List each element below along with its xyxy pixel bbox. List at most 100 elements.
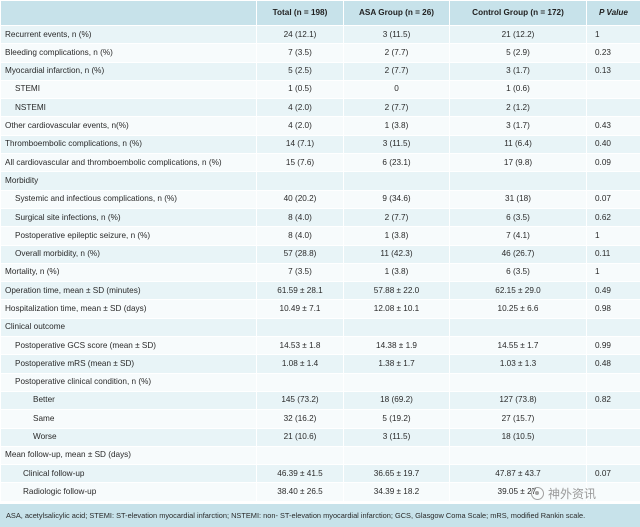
cell-total — [256, 445, 344, 466]
table-row: Morbidity — [0, 171, 640, 191]
results-table: Total (n = 198) ASA Group (n = 26) Contr… — [0, 0, 640, 502]
cell-asa-group: 0 — [343, 79, 450, 100]
cell-p-value: 0.48 — [586, 354, 640, 374]
cell-p-value — [586, 372, 640, 392]
row-label: Overall morbidity, n (%) — [0, 244, 257, 264]
cell-total: 8 (4.0) — [256, 226, 344, 246]
cell-control-group: 2 (1.2) — [449, 98, 587, 118]
cell-total: 32 (16.2) — [256, 409, 344, 429]
cell-control-group: 46 (26.7) — [449, 244, 587, 264]
cell-p-value: 1 — [586, 262, 640, 283]
header-p-value: P Value — [586, 0, 640, 26]
table-row: Overall morbidity, n (%) 57 (28.8) 11 (42.… — [0, 244, 640, 264]
cell-total — [256, 372, 344, 392]
cell-p-value — [586, 98, 640, 118]
cell-p-value — [586, 409, 640, 429]
row-label: Myocardial infarction, n (%) — [0, 61, 257, 81]
table-row: Thromboembolic complications, n (%) 14 (7… — [0, 134, 640, 155]
cell-total — [256, 317, 344, 338]
cell-control-group: 3 (1.7) — [449, 61, 587, 81]
table-row: STEMI 1 (0.5) 0 1 (0.6) — [0, 79, 640, 100]
table-row: Better 145 (73.2) 18 (69.2) 127 (73.8) 0.82 — [0, 390, 640, 411]
cell-p-value — [586, 427, 640, 447]
cell-control-group: 62.15 ± 29.0 — [449, 281, 587, 301]
cell-p-value — [586, 171, 640, 191]
cell-total: 38.40 ± 26.5 — [256, 482, 344, 502]
cell-control-group — [449, 445, 587, 466]
cell-control-group: 5 (2.9) — [449, 43, 587, 63]
row-label: Radiologic follow-up — [0, 482, 257, 502]
cell-p-value: 0.49 — [586, 281, 640, 301]
cell-control-group: 14.55 ± 1.7 — [449, 336, 587, 356]
cell-control-group: 127 (73.8) — [449, 390, 587, 411]
row-label: Hospitalization time, mean ± SD (days) — [0, 299, 257, 319]
cell-p-value: 1 — [586, 226, 640, 246]
row-label: All cardiovascular and thromboembolic co… — [0, 153, 257, 173]
row-label: Clinical follow-up — [0, 464, 257, 484]
cell-total: 61.59 ± 28.1 — [256, 281, 344, 301]
cell-control-group: 47.87 ± 43.7 — [449, 464, 587, 484]
cell-asa-group: 34.39 ± 18.2 — [343, 482, 450, 502]
row-label: Surgical site infections, n (%) — [0, 207, 257, 228]
cell-p-value: 1 — [586, 24, 640, 45]
table-row: Mean follow-up, mean ± SD (days) — [0, 445, 640, 466]
cell-control-group — [449, 171, 587, 191]
row-label: Postoperative mRS (mean ± SD) — [0, 354, 257, 374]
cell-p-value — [586, 482, 640, 502]
cell-asa-group: 12.08 ± 10.1 — [343, 299, 450, 319]
cell-control-group: 27 (15.7) — [449, 409, 587, 429]
cell-total: 40 (20.2) — [256, 189, 344, 209]
cell-p-value: 0.13 — [586, 61, 640, 81]
cell-p-value: 0.43 — [586, 116, 640, 136]
cell-control-group — [449, 317, 587, 338]
cell-control-group: 18 (10.5) — [449, 427, 587, 447]
cell-control-group: 7 (4.1) — [449, 226, 587, 246]
cell-p-value: 0.23 — [586, 43, 640, 63]
row-label: Other cardiovascular events, n(%) — [0, 116, 257, 136]
cell-p-value: 0.07 — [586, 189, 640, 209]
table-row: Clinical outcome — [0, 317, 640, 338]
header-asa-group: ASA Group (n = 26) — [343, 0, 450, 26]
cell-total: 1.08 ± 1.4 — [256, 354, 344, 374]
header-total: Total (n = 198) — [256, 0, 344, 26]
cell-total: 7 (3.5) — [256, 43, 344, 63]
table-row: Postoperative mRS (mean ± SD) 1.08 ± 1.4 1… — [0, 354, 640, 374]
cell-control-group: 39.05 ± 27. — [449, 482, 587, 502]
row-label: Bleeding complications, n (%) — [0, 43, 257, 63]
row-label: Recurrent events, n (%) — [0, 24, 257, 45]
cell-asa-group: 18 (69.2) — [343, 390, 450, 411]
cell-asa-group: 1 (3.8) — [343, 116, 450, 136]
cell-p-value: 0.07 — [586, 464, 640, 484]
table-row: Mortality, n (%) 7 (3.5) 1 (3.8) 6 (3.5) 1 — [0, 262, 640, 283]
cell-p-value — [586, 445, 640, 466]
cell-total: 14 (7.1) — [256, 134, 344, 155]
cell-control-group: 10.25 ± 6.6 — [449, 299, 587, 319]
cell-total: 8 (4.0) — [256, 207, 344, 228]
cell-control-group: 11 (6.4) — [449, 134, 587, 155]
wechat-logo-icon — [531, 487, 544, 500]
row-label: Operation time, mean ± SD (minutes) — [0, 281, 257, 301]
table-row: Postoperative epileptic seizure, n (%) 8 … — [0, 226, 640, 246]
row-label: Systemic and infectious complications, n… — [0, 189, 257, 209]
cell-asa-group: 14.38 ± 1.9 — [343, 336, 450, 356]
table-row: Postoperative clinical condition, n (%) — [0, 372, 640, 392]
row-label: Postoperative epileptic seizure, n (%) — [0, 226, 257, 246]
row-label: Same — [0, 409, 257, 429]
row-label: Thromboembolic complications, n (%) — [0, 134, 257, 155]
header-control-group: Control Group (n = 172) — [449, 0, 587, 26]
cell-asa-group: 9 (34.6) — [343, 189, 450, 209]
table-row: Postoperative GCS score (mean ± SD) 14.53… — [0, 336, 640, 356]
cell-control-group: 6 (3.5) — [449, 207, 587, 228]
row-label: Better — [0, 390, 257, 411]
header-row: Total (n = 198) ASA Group (n = 26) Contr… — [0, 0, 640, 26]
cell-asa-group: 2 (7.7) — [343, 43, 450, 63]
cell-asa-group — [343, 445, 450, 466]
cell-p-value: 0.82 — [586, 390, 640, 411]
table-row: Recurrent events, n (%) 24 (12.1) 3 (11.5)… — [0, 24, 640, 45]
cell-asa-group: 1 (3.8) — [343, 226, 450, 246]
table-row: Operation time, mean ± SD (minutes) 61.59… — [0, 281, 640, 301]
cell-asa-group: 2 (7.7) — [343, 98, 450, 118]
cell-total — [256, 171, 344, 191]
cell-asa-group — [343, 372, 450, 392]
